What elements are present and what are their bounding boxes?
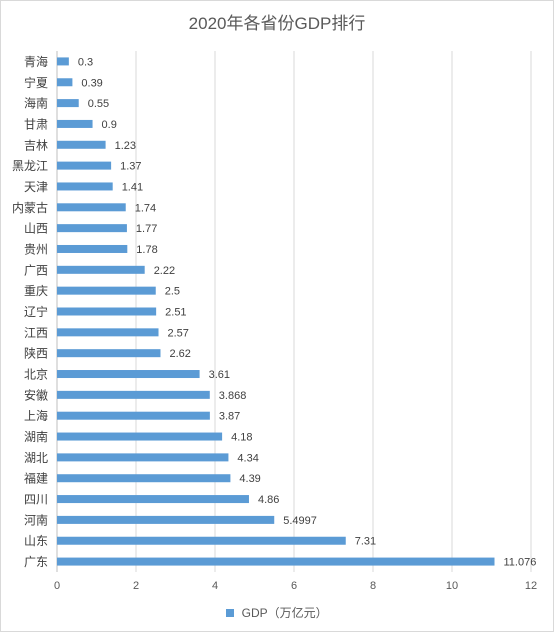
bar	[57, 286, 156, 295]
category-label: 四川	[24, 493, 48, 507]
bar	[57, 244, 128, 253]
data-label: 2.62	[169, 348, 190, 360]
bar	[57, 99, 79, 108]
data-label: 0.55	[88, 98, 109, 110]
data-label: 4.34	[237, 452, 258, 464]
data-label: 3.87	[219, 411, 240, 423]
data-label: 1.77	[136, 223, 157, 235]
category-label: 黑龙江	[12, 159, 48, 173]
data-label: 7.31	[355, 536, 376, 548]
chart-plot-area: 0 2 4 6 8 10 12 青海 0.3 宁夏 0.39 海南 0.55 甘肃 0.9 吉林 1.23 黑龙江…	[12, 51, 537, 592]
bar	[57, 265, 145, 274]
category-label: 天津	[24, 180, 48, 194]
data-label: 11.076	[504, 557, 537, 569]
legend-swatch	[226, 608, 235, 617]
data-label: 1.37	[120, 161, 141, 173]
category-label: 湖南	[24, 429, 48, 444]
bar	[57, 203, 126, 212]
data-label: 3.868	[219, 390, 247, 402]
data-label: 4.39	[239, 473, 260, 485]
bar	[57, 140, 106, 149]
category-label: 安徽	[24, 387, 48, 402]
category-label: 内蒙古	[12, 200, 48, 215]
category-label: 上海	[24, 408, 48, 423]
bar	[57, 370, 200, 379]
data-label: 5.4997	[283, 515, 317, 527]
chart-title: 2020年各省份GDP排行	[188, 14, 366, 33]
bar	[57, 390, 210, 399]
category-label: 贵州	[24, 242, 48, 256]
category-label: 甘肃	[24, 117, 48, 131]
category-label: 湖北	[24, 450, 48, 465]
category-label: 重庆	[24, 284, 48, 298]
bar	[57, 57, 69, 66]
category-label: 海南	[24, 96, 48, 111]
x-tick-label: 12	[525, 580, 537, 592]
data-label: 2.5	[165, 286, 180, 298]
legend-label: GDP（万亿元）	[241, 606, 328, 620]
category-label: 广西	[24, 263, 48, 277]
bar	[57, 453, 229, 462]
data-label: 1.23	[115, 140, 136, 152]
category-label: 青海	[24, 54, 48, 69]
bar	[57, 307, 157, 316]
bar	[57, 224, 127, 233]
category-label: 福建	[24, 471, 48, 486]
x-tick-label: 2	[133, 580, 139, 592]
category-label: 山东	[24, 534, 48, 548]
bar	[57, 474, 231, 483]
data-label: 0.3	[78, 56, 93, 68]
category-label: 辽宁	[24, 304, 48, 319]
category-label: 陕西	[24, 346, 48, 361]
data-label: 0.9	[102, 119, 117, 131]
bar	[57, 328, 159, 337]
x-tick-label: 8	[370, 580, 376, 592]
bar	[57, 161, 112, 170]
x-tick-label: 4	[212, 580, 218, 592]
bar	[57, 536, 346, 545]
category-label: 江西	[24, 326, 48, 340]
data-label: 2.22	[154, 265, 175, 277]
bar	[57, 119, 93, 128]
bar	[57, 349, 161, 358]
x-tick-label: 6	[291, 580, 297, 592]
bar	[57, 557, 495, 566]
data-label: 1.41	[122, 181, 143, 193]
category-label: 北京	[24, 368, 48, 382]
category-label: 广东	[24, 555, 48, 569]
bar	[57, 182, 113, 191]
category-label: 河南	[24, 512, 48, 527]
data-label: 1.78	[136, 244, 157, 256]
category-label: 山西	[24, 222, 48, 236]
bar	[57, 78, 73, 87]
x-tick-label: 0	[54, 580, 60, 592]
chart-legend: GDP（万亿元）	[1, 604, 553, 621]
data-label: 1.74	[135, 202, 156, 214]
data-label: 4.86	[258, 494, 279, 506]
data-label: 2.51	[165, 307, 186, 319]
data-label: 0.39	[81, 77, 102, 89]
category-label: 宁夏	[24, 75, 48, 90]
bar	[57, 411, 210, 420]
data-label: 4.18	[231, 432, 252, 444]
category-label: 吉林	[24, 138, 48, 152]
bar	[57, 515, 275, 524]
bar	[57, 495, 249, 504]
bar	[57, 432, 223, 441]
data-label: 3.61	[209, 369, 230, 381]
data-label: 2.57	[168, 327, 189, 339]
x-tick-label: 10	[446, 580, 458, 592]
